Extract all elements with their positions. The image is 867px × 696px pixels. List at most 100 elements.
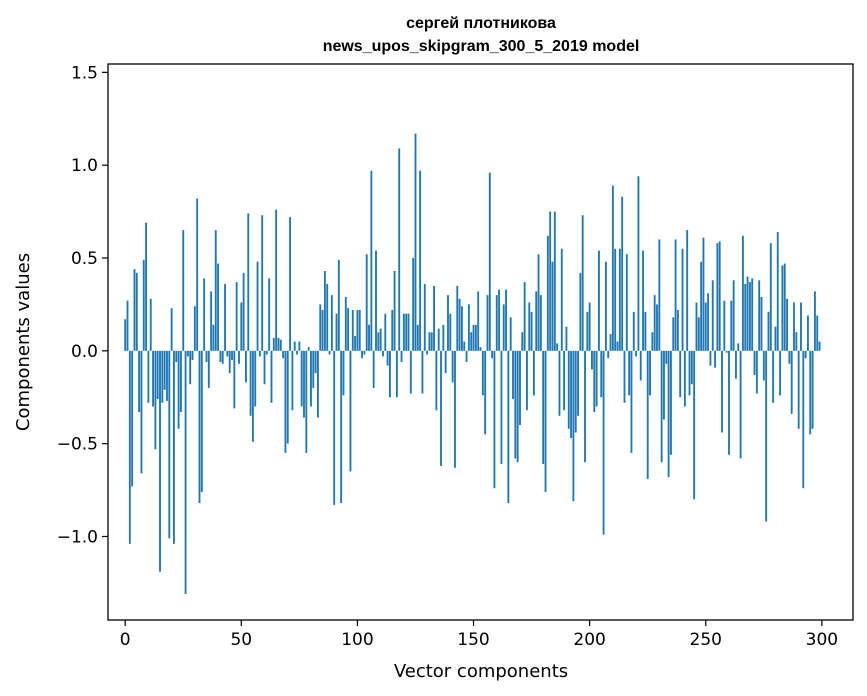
bar-160 — [495, 295, 498, 351]
bar-0 — [124, 319, 127, 351]
bar-228 — [653, 295, 656, 351]
bar-268 — [746, 276, 749, 351]
bar-271 — [753, 350, 756, 375]
bar-14 — [156, 350, 159, 400]
bar-77 — [303, 350, 305, 418]
bar-69 — [284, 350, 287, 453]
bar-111 — [382, 350, 384, 357]
bar-73 — [293, 341, 296, 351]
bar-83 — [317, 350, 319, 418]
bar-226 — [649, 350, 651, 396]
bar-24 — [179, 350, 182, 413]
bar-66 — [277, 337, 280, 351]
bar-169 — [516, 350, 519, 463]
bar-124 — [412, 258, 415, 351]
bar-132 — [430, 332, 433, 351]
bar-163 — [502, 304, 505, 351]
bar-61 — [265, 350, 268, 355]
bar-275 — [762, 350, 765, 381]
bar-8 — [142, 259, 145, 351]
bar-283 — [781, 265, 784, 351]
bar-25 — [182, 230, 185, 351]
bar-74 — [296, 350, 298, 355]
bar-237 — [674, 239, 677, 351]
bar-10 — [147, 350, 150, 403]
bar-286 — [788, 350, 791, 364]
bar-162 — [500, 350, 503, 465]
bar-119 — [400, 350, 403, 362]
bar-221 — [637, 176, 640, 351]
bar-42 — [221, 350, 224, 364]
bar-295 — [809, 350, 812, 435]
bar-97 — [349, 350, 352, 472]
bar-79 — [307, 347, 310, 351]
bar-247 — [697, 317, 700, 351]
bar-93 — [340, 350, 343, 504]
bar-1 — [126, 300, 129, 351]
y-axis-label: Components values — [13, 253, 34, 431]
bar-213 — [618, 248, 621, 351]
bar-105 — [368, 324, 370, 351]
bar-243 — [688, 350, 691, 396]
bar-231 — [660, 350, 663, 463]
bar-90 — [333, 350, 336, 505]
x-tick-label: 200 — [573, 630, 605, 650]
bar-218 — [630, 350, 633, 453]
bar-64 — [272, 337, 275, 351]
bar-165 — [507, 350, 510, 504]
bar-203 — [595, 350, 598, 407]
bar-269 — [748, 282, 751, 351]
bar-11 — [149, 298, 152, 351]
bar-220 — [635, 350, 638, 357]
bar-95 — [344, 296, 347, 351]
bar-146 — [463, 341, 466, 351]
bar-182 — [546, 235, 549, 351]
y-tick-label: 0.5 — [71, 249, 98, 269]
bar-214 — [621, 196, 624, 351]
bar-49 — [238, 350, 240, 364]
bar-287 — [790, 350, 793, 414]
bar-272 — [755, 350, 758, 394]
bar-47 — [233, 350, 236, 409]
bar-212 — [616, 341, 619, 351]
bar-113 — [386, 350, 389, 366]
bar-32 — [198, 350, 201, 504]
bar-55 — [251, 350, 254, 442]
bar-109 — [377, 332, 380, 351]
bar-291 — [800, 302, 802, 351]
x-tick-label: 50 — [230, 630, 252, 650]
bar-176 — [532, 350, 535, 396]
bar-252 — [709, 350, 712, 366]
bar-131 — [428, 332, 431, 351]
bar-35 — [205, 350, 208, 362]
bar-293 — [804, 350, 807, 359]
bar-92 — [337, 259, 340, 351]
bar-166 — [509, 317, 512, 351]
bar-7 — [140, 350, 143, 474]
bar-266 — [741, 235, 744, 351]
bar-257 — [721, 350, 723, 433]
bar-16 — [161, 350, 164, 403]
bar-234 — [667, 350, 670, 478]
bar-173 — [526, 350, 528, 411]
bar-204 — [598, 250, 600, 351]
bar-151 — [474, 324, 477, 351]
x-tick-label: 0 — [120, 630, 131, 650]
bar-115 — [391, 309, 394, 351]
bar-62 — [268, 278, 271, 351]
bar-101 — [358, 309, 361, 351]
bar-205 — [600, 350, 603, 398]
bar-27 — [186, 350, 189, 357]
bar-200 — [588, 302, 591, 351]
bar-9 — [145, 222, 148, 351]
bar-263 — [735, 350, 737, 379]
bar-249 — [702, 237, 705, 351]
bar-112 — [384, 313, 387, 351]
bar-299 — [818, 341, 821, 351]
bar-139 — [447, 295, 449, 351]
bar-121 — [405, 313, 408, 351]
bar-130 — [426, 350, 429, 355]
bar-281 — [776, 232, 779, 351]
bar-216 — [625, 254, 628, 351]
bar-116 — [393, 270, 396, 351]
